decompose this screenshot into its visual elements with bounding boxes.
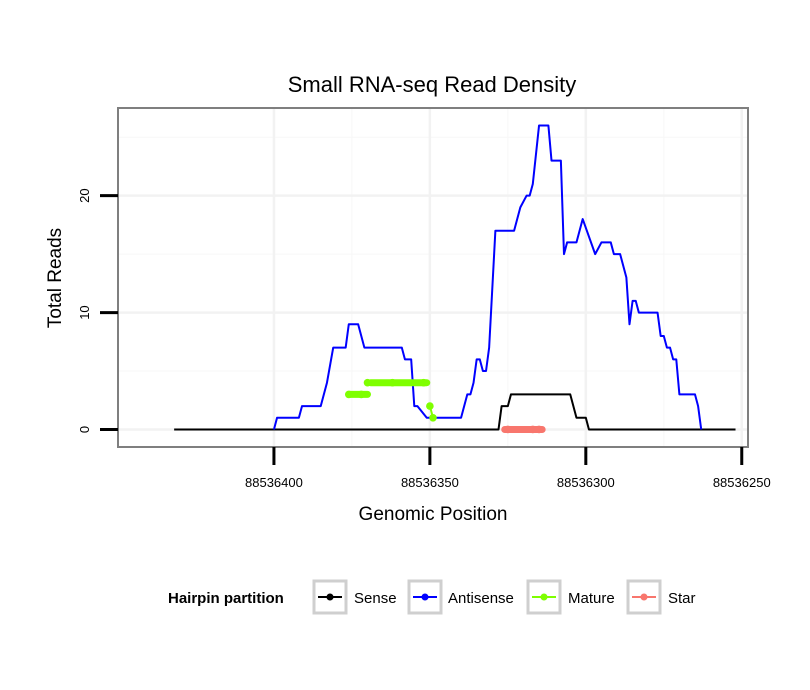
point-star [529,425,537,434]
legend-label-mature: Mature [568,590,615,607]
point-star [535,425,543,434]
legend-dot-antisense [421,593,429,601]
point-mature [419,378,428,387]
plot-panel [118,108,748,447]
legend-item-mature: Mature [526,579,615,615]
legend-label-antisense: Antisense [448,590,514,607]
x-tick-label: 88536400 [245,475,303,490]
y-tick-label: 0 [77,426,92,433]
axes: 88536400 88536350 88536300 88536250 0 10 20 [77,188,771,490]
point-mature [388,378,397,387]
legend-label-star: Star [668,590,696,607]
legend-item-antisense: Antisense [407,579,514,615]
x-axis-title: Genomic Position [359,504,508,525]
legend-dot-mature [540,593,548,601]
point-star [504,425,512,434]
point-mature [363,378,372,387]
legend-item-star: Star [626,579,696,615]
plot-background [118,108,748,447]
y-tick-label: 10 [77,305,92,319]
chart-title: Small RNA-seq Read Density [288,72,577,97]
x-tick-label: 88536250 [713,475,771,490]
point-mature [429,413,437,422]
legend-dot-sense [326,593,334,601]
point-mature [357,390,366,399]
legend: Hairpin partition Sense Antisense Mature… [168,579,696,615]
plot-frame-layer [117,107,749,448]
series-line-antisense [272,124,703,430]
legend-dot-star [640,593,648,601]
x-tick-label: 88536300 [557,475,615,490]
series-line-sense [174,393,736,431]
legend-label-sense: Sense [354,590,397,607]
y-axis-title: Total Reads [45,228,66,328]
y-tick-label: 20 [77,188,92,202]
connector-mature [428,405,434,419]
legend-item-sense: Sense [312,579,397,615]
legend-title: Hairpin partition [168,590,284,607]
point-mature [344,390,353,399]
plot-border [117,107,749,448]
x-tick-label: 88536350 [401,475,459,490]
series-layer [174,124,736,434]
